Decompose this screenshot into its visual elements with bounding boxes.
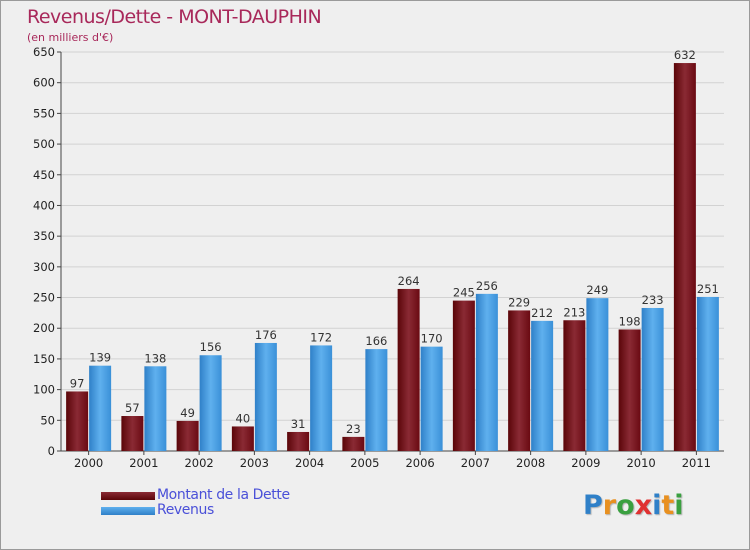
data-label-dette: 632 bbox=[674, 48, 696, 62]
bar-dette bbox=[563, 320, 586, 451]
data-label-revenus: 176 bbox=[255, 328, 277, 342]
bar-revenus bbox=[586, 298, 609, 451]
data-label-dette: 31 bbox=[291, 417, 306, 431]
bar-dette bbox=[231, 426, 254, 451]
y-tick-label: 350 bbox=[33, 229, 55, 243]
bar-dette bbox=[342, 436, 365, 451]
y-tick-label: 50 bbox=[40, 413, 55, 427]
bars bbox=[66, 63, 719, 452]
legend-label-revenus: Revenus bbox=[157, 502, 214, 518]
bar-dette bbox=[287, 431, 310, 451]
y-tick-label: 200 bbox=[33, 321, 55, 335]
data-label-revenus: 256 bbox=[476, 279, 498, 293]
x-tick-label: 2005 bbox=[350, 456, 379, 470]
data-label-dette: 97 bbox=[70, 376, 85, 390]
y-tick-label: 550 bbox=[33, 106, 55, 120]
data-label-dette: 49 bbox=[180, 406, 195, 420]
data-label-revenus: 166 bbox=[365, 334, 387, 348]
bar-revenus bbox=[310, 345, 333, 451]
bar-dette bbox=[673, 63, 696, 452]
bar-dette bbox=[121, 416, 144, 451]
y-tick-label: 650 bbox=[33, 45, 55, 59]
y-tick-label: 300 bbox=[33, 260, 55, 274]
x-tick-label: 2002 bbox=[184, 456, 213, 470]
grid-lines bbox=[61, 51, 724, 452]
x-tick-label: 2007 bbox=[461, 456, 490, 470]
x-tick-label: 2000 bbox=[74, 456, 103, 470]
data-label-revenus: 139 bbox=[89, 351, 111, 365]
y-tick-label: 0 bbox=[48, 444, 55, 458]
plot-area bbox=[61, 52, 724, 451]
bar-revenus bbox=[144, 366, 167, 451]
y-tick-label: 150 bbox=[33, 352, 55, 366]
data-label-dette: 213 bbox=[563, 305, 585, 319]
y-tick-label: 500 bbox=[33, 137, 55, 151]
data-label-dette: 264 bbox=[398, 274, 420, 288]
bar-dette bbox=[452, 300, 475, 451]
data-label-dette: 198 bbox=[619, 314, 641, 328]
y-tick-label: 450 bbox=[33, 168, 55, 182]
x-tick-label: 2004 bbox=[295, 456, 324, 470]
bar-revenus bbox=[365, 349, 388, 451]
x-tick-label: 2009 bbox=[571, 456, 600, 470]
legend-swatch-dette bbox=[101, 492, 155, 500]
proxiti-logo: Proxiti bbox=[583, 490, 684, 521]
data-label-revenus: 170 bbox=[421, 332, 443, 346]
data-label-revenus: 172 bbox=[310, 330, 332, 344]
data-label-revenus: 233 bbox=[642, 293, 664, 307]
legend-label-dette: Montant de la Dette bbox=[157, 487, 290, 503]
y-tick-label: 250 bbox=[33, 291, 55, 305]
data-label-revenus: 212 bbox=[531, 306, 553, 320]
legend-swatch-revenus bbox=[101, 507, 155, 515]
x-tick-label: 2011 bbox=[682, 456, 711, 470]
bar-revenus bbox=[420, 346, 443, 451]
bar-revenus bbox=[89, 365, 112, 451]
bar-dette bbox=[66, 391, 89, 451]
bar-dette bbox=[397, 288, 420, 451]
bar-revenus bbox=[199, 355, 222, 451]
data-label-revenus: 156 bbox=[200, 340, 222, 354]
y-tick-label: 600 bbox=[33, 76, 55, 90]
data-label-revenus: 249 bbox=[586, 283, 608, 297]
y-tick-label: 400 bbox=[33, 198, 55, 212]
data-label-revenus: 138 bbox=[144, 351, 166, 365]
chart-subtitle: (en milliers d'€) bbox=[27, 31, 114, 44]
bar-revenus bbox=[641, 307, 664, 451]
data-label-dette: 40 bbox=[236, 411, 251, 425]
x-tick-label: 2006 bbox=[405, 456, 434, 470]
x-tick-label: 2003 bbox=[240, 456, 269, 470]
bar-revenus bbox=[475, 293, 498, 451]
x-tick-label: 2001 bbox=[129, 456, 158, 470]
y-tick-label: 100 bbox=[33, 383, 55, 397]
bar-dette bbox=[618, 329, 641, 451]
bar-dette bbox=[176, 420, 199, 451]
data-label-revenus: 251 bbox=[697, 282, 719, 296]
data-label-dette: 23 bbox=[346, 422, 361, 436]
bar-revenus bbox=[531, 320, 554, 451]
x-tick-label: 2008 bbox=[516, 456, 545, 470]
chart-title: Revenus/Dette - MONT-DAUPHIN bbox=[27, 6, 322, 28]
bar-revenus bbox=[696, 296, 719, 451]
data-label-dette: 57 bbox=[125, 401, 140, 415]
data-label-dette: 245 bbox=[453, 286, 475, 300]
bar-revenus bbox=[254, 342, 277, 451]
data-label-dette: 229 bbox=[508, 295, 530, 309]
bar-dette bbox=[508, 310, 531, 451]
x-tick-label: 2010 bbox=[626, 456, 655, 470]
axes: 0 50 100 150 200 250 300 350 400 450 500 550 600 650 2… bbox=[33, 45, 724, 470]
